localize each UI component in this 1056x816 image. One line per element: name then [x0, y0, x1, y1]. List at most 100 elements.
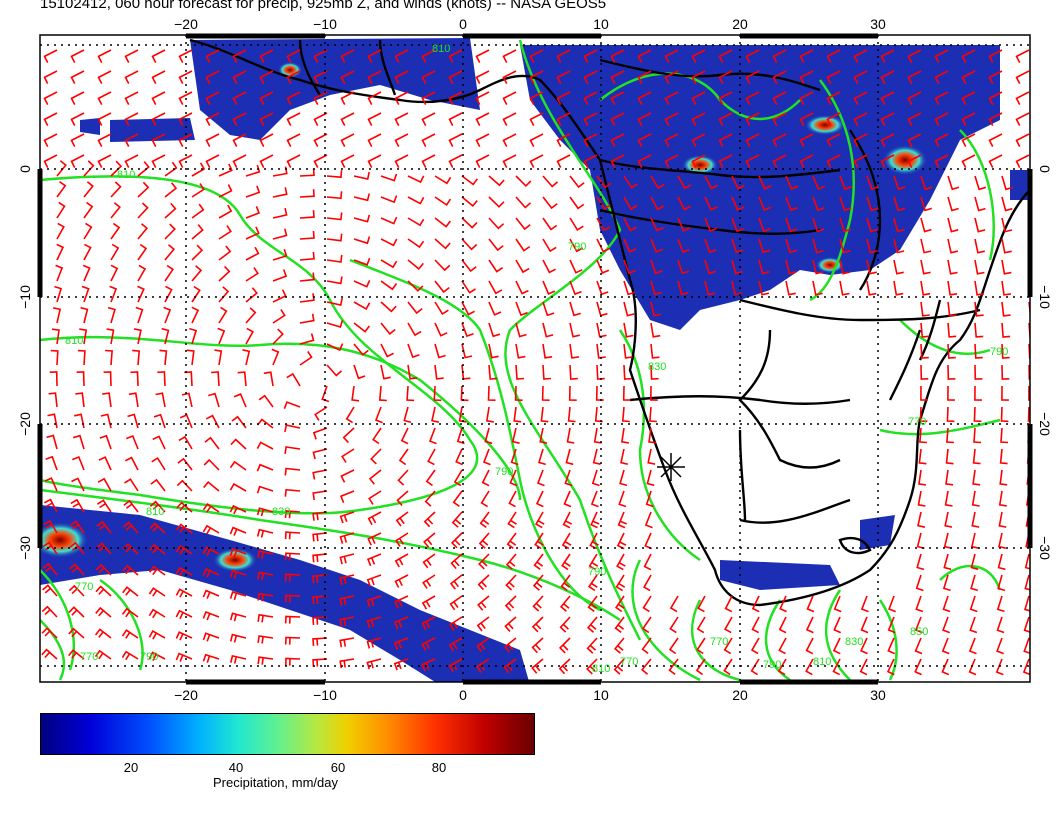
wind-barb — [98, 456, 112, 471]
wind-barb — [920, 217, 932, 233]
wind-barb — [121, 650, 139, 661]
wind-barb — [866, 175, 879, 191]
wind-barb — [175, 566, 193, 577]
wind-barb — [832, 658, 841, 676]
wind-barb — [394, 133, 409, 147]
wind-barb — [176, 479, 193, 492]
wind-barb — [969, 616, 978, 634]
wind-barb — [339, 658, 355, 669]
wind-barb — [421, 49, 436, 63]
wind-barb — [860, 595, 869, 613]
wind-barb — [94, 649, 112, 660]
lat-label: −30 — [1037, 536, 1053, 560]
wind-barb — [623, 196, 638, 211]
wind-barb — [529, 112, 544, 126]
wind-barb — [312, 427, 328, 440]
wind-barb — [205, 70, 220, 84]
wind-barb — [41, 627, 58, 639]
wind-barb — [506, 532, 517, 550]
wind-barb — [645, 490, 654, 508]
wind-barb — [866, 280, 877, 296]
wind-barb — [434, 343, 446, 359]
wind-barb — [859, 658, 868, 676]
wind-barb — [421, 91, 436, 105]
wind-barb — [393, 658, 409, 671]
wind-barb — [205, 112, 220, 126]
wind-barb — [826, 49, 841, 63]
wind-barb — [971, 490, 980, 507]
wind-barb — [697, 595, 706, 613]
wind-barb — [205, 49, 220, 63]
wind-barb — [772, 70, 787, 84]
wind-barb — [487, 385, 496, 401]
wind-barb — [164, 202, 177, 219]
wind-barb — [777, 658, 787, 676]
wind-barb — [218, 204, 233, 219]
wind-barb — [623, 343, 633, 359]
wind-barb — [919, 406, 928, 423]
wind-barb — [202, 653, 220, 663]
wind-barb — [833, 616, 842, 634]
wind-barb — [218, 184, 233, 198]
wind-barb — [556, 112, 571, 126]
wind-barb — [451, 511, 463, 528]
wind-barb — [229, 569, 247, 579]
wind-barb — [299, 251, 315, 261]
wind-barb — [461, 175, 479, 186]
wind-barb — [286, 154, 301, 168]
wind-barb — [502, 49, 517, 63]
wind-barb — [596, 280, 609, 296]
wind-barb — [82, 264, 91, 282]
wind-barb — [596, 196, 611, 210]
wind-barb — [56, 222, 65, 240]
wind-barb — [176, 501, 193, 513]
wind-barb — [513, 406, 522, 423]
wind-barb — [484, 427, 493, 445]
wind-barb — [283, 401, 301, 409]
wind-barb — [242, 349, 251, 366]
wind-barb — [1001, 175, 1013, 191]
wind-barb — [155, 392, 166, 408]
wind-barb — [110, 202, 121, 219]
wind-barb — [380, 364, 391, 380]
wind-barb — [256, 528, 274, 538]
wind-barb — [996, 616, 1005, 634]
wind-barb — [886, 658, 895, 676]
wind-barb — [542, 196, 558, 210]
wind-barb — [312, 511, 328, 521]
wind-barb — [461, 196, 478, 208]
wind-barb — [934, 49, 949, 63]
wind-barb — [83, 181, 94, 198]
wind-barb — [968, 637, 977, 655]
wind-barb — [970, 574, 979, 592]
wind-barb — [97, 112, 112, 126]
wind-barb — [973, 406, 982, 423]
wind-barb — [974, 259, 985, 275]
wind-barb — [132, 349, 141, 366]
wind-barb — [772, 154, 787, 168]
wind-barb — [313, 91, 328, 105]
wind-barb — [434, 301, 449, 315]
wind-barb — [704, 196, 718, 211]
wind-barb — [596, 259, 610, 274]
wind-barb — [615, 574, 626, 592]
wind-barb — [556, 154, 571, 168]
wind-barb — [973, 427, 982, 444]
wind-barb — [394, 49, 409, 63]
wind-barb — [1001, 196, 1013, 212]
wind-barb — [100, 413, 112, 429]
wind-barb — [974, 175, 987, 191]
wind-barb — [502, 112, 517, 126]
wind-barb — [455, 448, 463, 466]
wind-barb — [613, 637, 625, 654]
wind-barb — [614, 595, 625, 613]
wind-barb — [696, 637, 706, 655]
wind-barb — [380, 216, 398, 225]
graticule — [40, 35, 1030, 682]
lon-labels-top: −20 −10 0 10 20 30 — [174, 16, 886, 32]
wind-barb — [177, 457, 193, 471]
wind-barb — [947, 196, 959, 212]
wind-barb — [556, 70, 571, 84]
wind-barb — [394, 553, 409, 568]
wind-barb — [974, 217, 986, 233]
